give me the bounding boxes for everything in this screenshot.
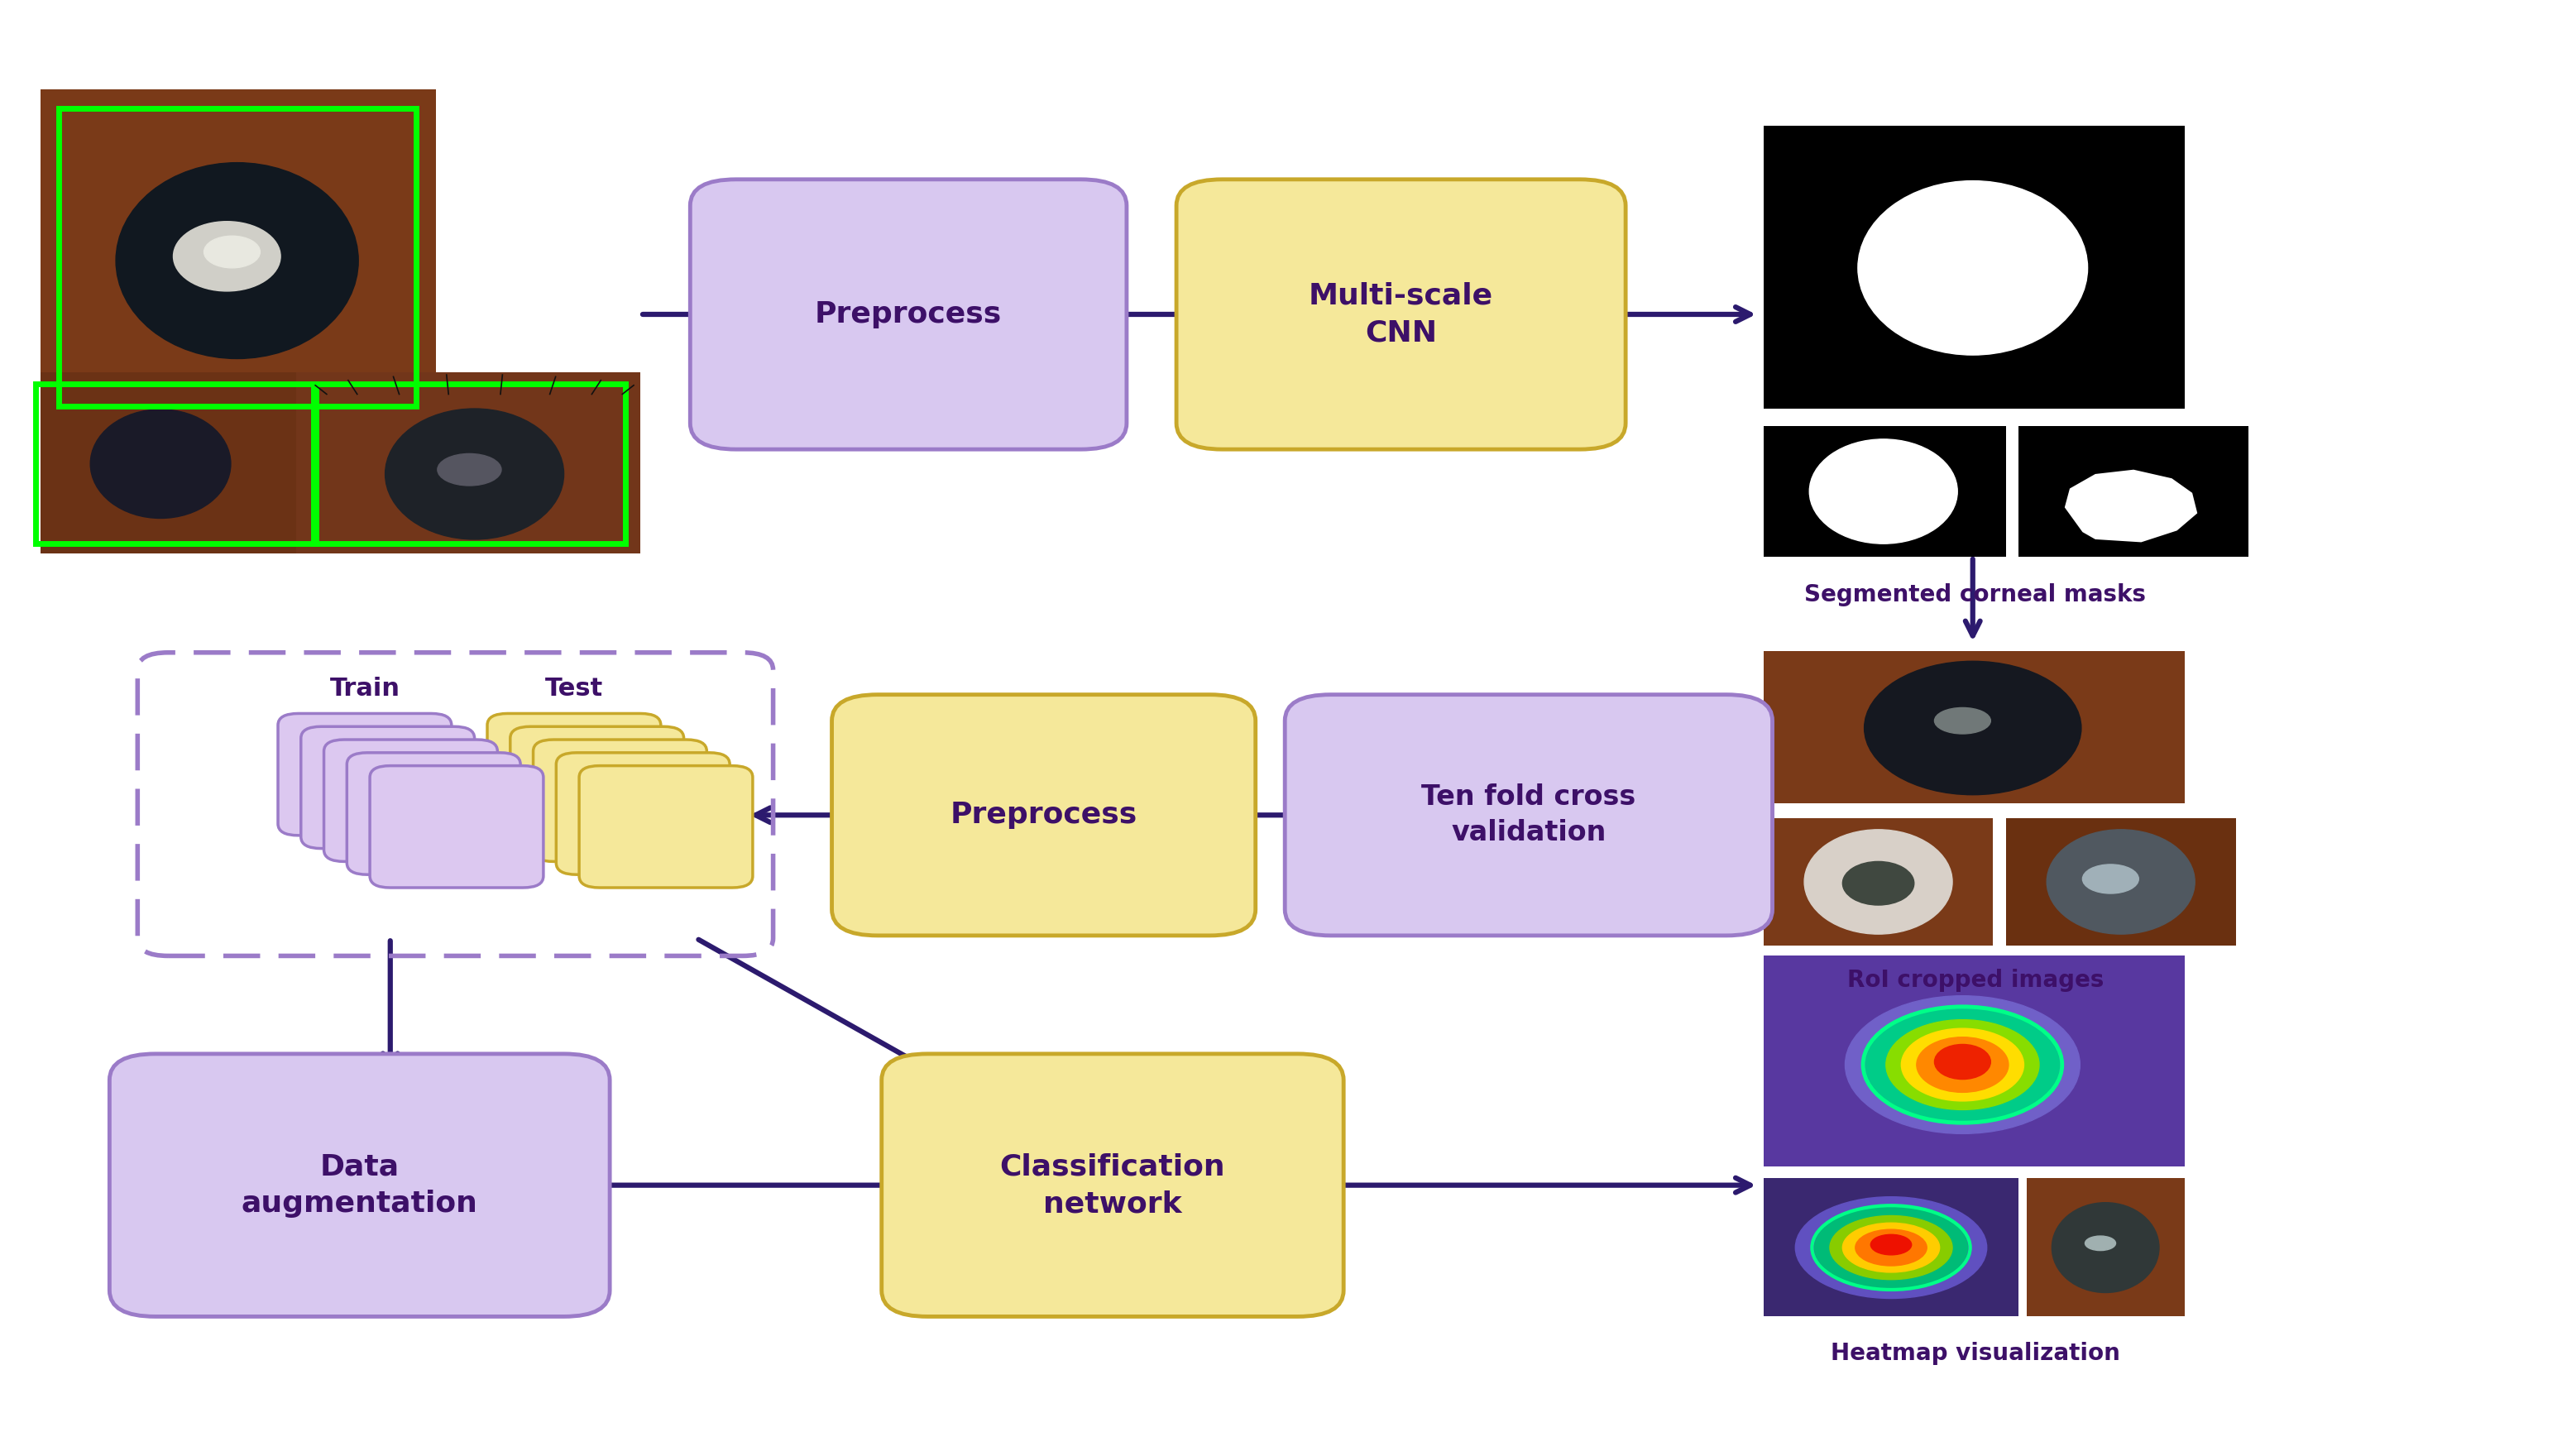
Bar bbox=[41, 373, 335, 553]
Text: Preprocess: Preprocess bbox=[816, 300, 1002, 329]
Ellipse shape bbox=[1849, 866, 1895, 888]
FancyBboxPatch shape bbox=[534, 740, 706, 862]
Ellipse shape bbox=[1810, 440, 1959, 543]
FancyBboxPatch shape bbox=[690, 179, 1128, 450]
Ellipse shape bbox=[2081, 865, 2138, 894]
FancyBboxPatch shape bbox=[302, 727, 476, 849]
FancyBboxPatch shape bbox=[371, 766, 545, 888]
Bar bbox=[1764, 651, 2184, 804]
PathPatch shape bbox=[2063, 470, 2196, 542]
Bar bbox=[2005, 818, 2235, 946]
Bar bbox=[1764, 427, 2005, 556]
Ellipse shape bbox=[1902, 1028, 2023, 1101]
Ellipse shape bbox=[1844, 1223, 1941, 1273]
Bar bbox=[41, 89, 437, 431]
Ellipse shape bbox=[1936, 1044, 1989, 1079]
Ellipse shape bbox=[174, 221, 281, 291]
Text: Train: Train bbox=[330, 677, 399, 700]
Bar bbox=[1764, 957, 2184, 1166]
Ellipse shape bbox=[2046, 830, 2194, 935]
FancyBboxPatch shape bbox=[279, 713, 453, 836]
FancyBboxPatch shape bbox=[557, 753, 729, 875]
Text: Test: Test bbox=[545, 677, 603, 700]
FancyBboxPatch shape bbox=[1176, 179, 1626, 450]
Bar bbox=[1764, 125, 2184, 409]
FancyBboxPatch shape bbox=[348, 753, 522, 875]
Ellipse shape bbox=[1795, 1197, 1987, 1299]
Ellipse shape bbox=[1864, 661, 2081, 795]
Text: RoI cropped images: RoI cropped images bbox=[1846, 968, 2104, 992]
Bar bbox=[2017, 427, 2248, 556]
Text: Ten fold cross
validation: Ten fold cross validation bbox=[1422, 783, 1636, 847]
Ellipse shape bbox=[205, 236, 261, 268]
Ellipse shape bbox=[1867, 1008, 2058, 1121]
Ellipse shape bbox=[386, 409, 565, 539]
Bar bbox=[315, 384, 624, 543]
Ellipse shape bbox=[1856, 1229, 1928, 1265]
Bar bbox=[1764, 818, 1992, 946]
Text: Classification
network: Classification network bbox=[1000, 1153, 1225, 1217]
Ellipse shape bbox=[2084, 1236, 2115, 1251]
Ellipse shape bbox=[1844, 862, 1915, 906]
Ellipse shape bbox=[1918, 1037, 2007, 1092]
Text: Preprocess: Preprocess bbox=[951, 801, 1138, 828]
Ellipse shape bbox=[1846, 996, 2079, 1134]
FancyBboxPatch shape bbox=[578, 766, 752, 888]
Text: Heatmap visualization: Heatmap visualization bbox=[1831, 1342, 2120, 1366]
FancyBboxPatch shape bbox=[882, 1054, 1342, 1316]
Ellipse shape bbox=[1936, 708, 1989, 734]
Ellipse shape bbox=[1815, 1207, 1969, 1289]
Bar bbox=[2025, 1178, 2184, 1316]
Ellipse shape bbox=[115, 163, 358, 358]
Ellipse shape bbox=[89, 409, 230, 518]
Bar bbox=[59, 108, 417, 406]
Ellipse shape bbox=[437, 454, 501, 486]
Ellipse shape bbox=[1831, 1216, 1954, 1280]
Bar bbox=[297, 373, 639, 553]
FancyBboxPatch shape bbox=[488, 713, 660, 836]
Ellipse shape bbox=[1887, 1019, 2038, 1109]
FancyBboxPatch shape bbox=[325, 740, 499, 862]
Text: Multi-scale
CNN: Multi-scale CNN bbox=[1309, 282, 1493, 347]
Bar bbox=[36, 384, 317, 543]
FancyBboxPatch shape bbox=[1284, 695, 1772, 936]
Text: Segmented corneal masks: Segmented corneal masks bbox=[1805, 582, 2145, 606]
Ellipse shape bbox=[1805, 830, 1954, 935]
Ellipse shape bbox=[1859, 181, 2087, 355]
FancyBboxPatch shape bbox=[831, 695, 1255, 936]
FancyBboxPatch shape bbox=[110, 1054, 609, 1316]
Ellipse shape bbox=[1872, 1235, 1913, 1255]
Ellipse shape bbox=[2051, 1203, 2158, 1293]
Text: Data
augmentation: Data augmentation bbox=[240, 1153, 478, 1217]
FancyBboxPatch shape bbox=[511, 727, 683, 849]
Bar bbox=[1764, 1178, 2017, 1316]
